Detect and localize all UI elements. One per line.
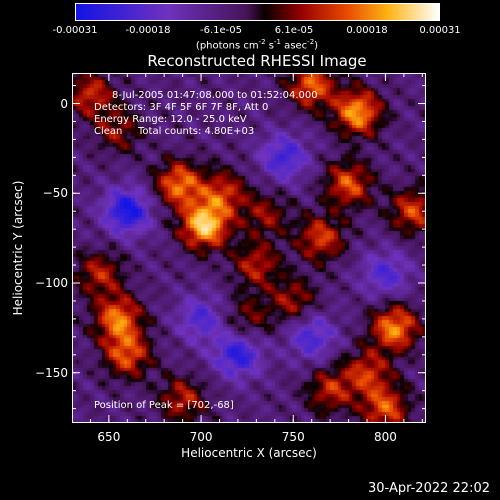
tick-label: 0 xyxy=(60,96,68,111)
total-counts: Total counts: 4.80E+03 xyxy=(137,126,254,137)
tick-label: 700 xyxy=(189,430,213,444)
detectors: Detectors: 3F 4F 5F 6F 7F 8F, Att 0 xyxy=(94,102,268,113)
colorbar-tick-label: 6.1e-05 xyxy=(274,25,314,36)
colorbar-tick-label: -6.1e-05 xyxy=(200,25,242,36)
time-range: 8-Jul-2005 01:47:08.000 to 01:52:04.000 xyxy=(112,90,318,101)
peak-position: Position of Peak = [702,-68] xyxy=(94,400,234,411)
colorbar-tick-label: -0.00031 xyxy=(52,25,98,36)
axis-ticks xyxy=(72,73,426,423)
clean-label: Clean xyxy=(94,126,122,137)
tick-label: 650 xyxy=(97,430,121,444)
tick-label: −150 xyxy=(35,365,68,380)
info-text: 8-Jul-2005 01:47:08.000 to 01:52:04.000 … xyxy=(94,90,318,411)
colorbar-units: (photons cm-2 s-1 asec-2) xyxy=(195,38,319,52)
image-plot: 8-Jul-2005 01:47:08.000 to 01:52:04.000 … xyxy=(72,73,426,423)
energy-range: Energy Range: 12.0 - 25.0 keV xyxy=(94,114,247,125)
timestamp: 30-Apr-2022 22:02 xyxy=(368,481,490,496)
heatmap-image xyxy=(72,73,426,423)
tick-label: 800 xyxy=(373,430,397,444)
colorbar xyxy=(75,3,440,21)
colorbar-tick-label: 0.00018 xyxy=(346,25,388,36)
colorbar-tick-label: 0.00031 xyxy=(419,25,461,36)
plot-frame xyxy=(72,73,426,423)
chart-title: Reconstructed RHESSI Image xyxy=(147,52,367,70)
tick-label: 750 xyxy=(281,430,305,444)
tick-label: −50 xyxy=(42,186,68,201)
y-axis-label: Heliocentric Y (arcsec) xyxy=(11,180,25,316)
tick-label: −100 xyxy=(35,276,68,290)
x-axis-label: Heliocentric X (arcsec) xyxy=(181,446,317,460)
colorbar-tick-label: -0.00018 xyxy=(125,25,171,36)
